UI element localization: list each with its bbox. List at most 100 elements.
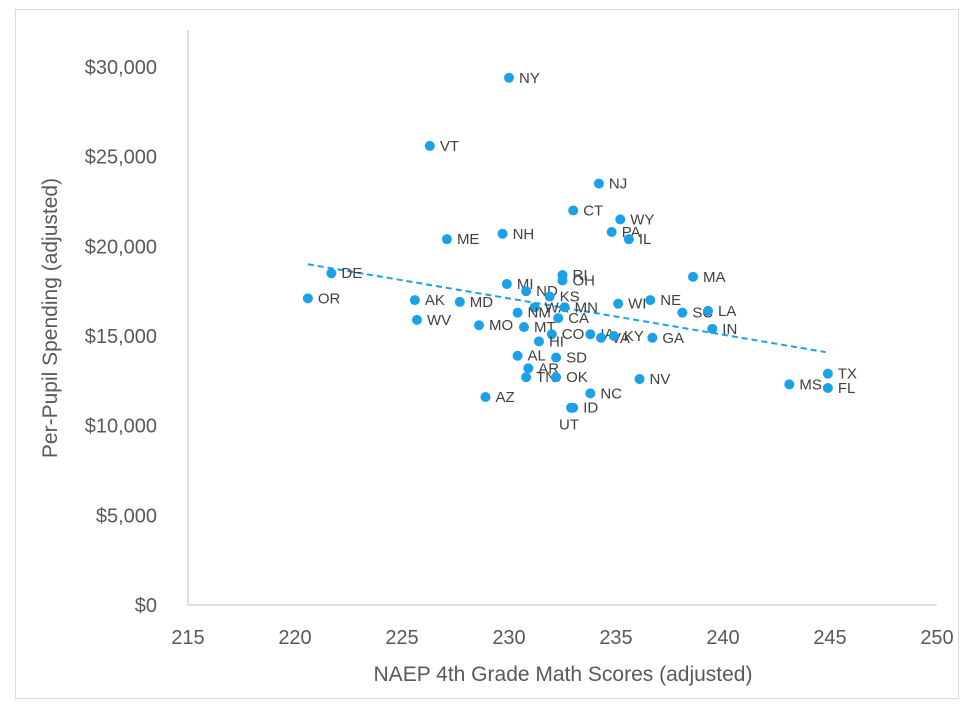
data-point-tn	[521, 372, 532, 383]
x-axis-title: NAEP 4th Grade Math Scores (adjusted)	[374, 663, 753, 686]
data-point-tx	[822, 368, 833, 379]
data-point-nh	[497, 228, 508, 239]
point-label: WY	[630, 211, 654, 228]
data-point-az	[480, 391, 491, 402]
data-point-md	[454, 296, 465, 307]
point-label: WI	[628, 296, 646, 313]
point-label: TN	[536, 369, 556, 386]
point-label: MN	[575, 299, 598, 316]
point-label: RI	[573, 267, 588, 284]
x-tick-label: 250	[920, 627, 953, 649]
y-tick-label: $10,000	[85, 416, 157, 438]
data-point-ut	[566, 402, 577, 413]
data-point-nm	[512, 307, 523, 318]
data-point-sd	[551, 352, 562, 363]
data-point-co	[546, 329, 557, 340]
point-label: IL	[639, 231, 652, 248]
data-point-ny	[504, 72, 514, 83]
data-point-mt	[518, 322, 529, 333]
x-tick-label: 245	[813, 627, 846, 649]
data-point-sc	[677, 307, 688, 318]
data-point-va	[596, 332, 607, 343]
y-tick-label: $0	[135, 595, 157, 617]
point-label: UT	[559, 417, 579, 434]
y-axis-title: Per-Pupil Spending (adjusted)	[39, 178, 62, 458]
point-label: IN	[722, 321, 737, 338]
x-tick-label: 230	[492, 627, 525, 649]
point-label: NM	[528, 305, 551, 322]
data-point-fl	[822, 383, 833, 394]
point-label: CO	[562, 326, 585, 343]
y-tick-label: $15,000	[85, 326, 157, 348]
y-tick-label: $20,000	[85, 236, 157, 258]
axes	[187, 30, 937, 606]
point-label: MO	[489, 317, 513, 334]
data-point-vt	[424, 140, 435, 151]
point-label: ME	[457, 231, 480, 248]
x-tick-label: 215	[171, 627, 204, 649]
point-label: MD	[470, 294, 493, 311]
data-point-ct	[568, 205, 579, 216]
y-tick-labels: $0 $5,000 $10,000 $15,000 $20,000 $25,000 $30,…	[85, 57, 157, 617]
data-point-ma	[688, 271, 699, 282]
data-point-il	[623, 234, 634, 245]
point-label: DE	[341, 265, 362, 282]
x-tick-label: 225	[385, 627, 418, 649]
point-label: TX	[838, 366, 857, 383]
point-label: AZ	[495, 389, 514, 406]
data-point-nv	[634, 374, 645, 385]
data-point-ms	[784, 379, 795, 390]
x-tick-label: 235	[599, 627, 632, 649]
point-label: OR	[318, 290, 341, 307]
y-tick-label: $30,000	[85, 57, 157, 79]
data-point-wy	[615, 214, 626, 225]
data-point-al	[512, 350, 523, 361]
point-label: AL	[528, 348, 546, 365]
point-label: CA	[568, 310, 589, 327]
chart-frame	[15, 9, 959, 699]
point-label: ID	[583, 400, 598, 417]
data-point-ga	[647, 332, 658, 343]
point-label: NJ	[609, 176, 627, 193]
data-point-mi	[501, 278, 512, 289]
point-label: MA	[703, 269, 726, 286]
data-point-pa	[606, 226, 617, 237]
y-tick-label: $25,000	[85, 147, 157, 169]
data-point-ne	[645, 295, 656, 306]
data-point-de	[326, 268, 337, 279]
data-point-wv	[411, 314, 422, 325]
data-point-nj	[593, 178, 604, 189]
point-label: OK	[566, 369, 588, 386]
data-point-in	[707, 323, 718, 334]
point-label: AK	[425, 292, 445, 309]
x-tick-label: 220	[278, 627, 311, 649]
data-point-ks	[544, 291, 555, 302]
data-point-hi	[533, 336, 544, 347]
point-label: HI	[549, 333, 564, 350]
point-label: MS	[799, 376, 822, 393]
point-label: FL	[838, 380, 856, 397]
data-point-ak	[409, 295, 420, 306]
point-label: KS	[560, 289, 580, 306]
point-label: SD	[566, 350, 587, 367]
data-point-wi	[613, 298, 624, 309]
point-label: LA	[718, 303, 736, 320]
data-point-ia	[585, 329, 596, 340]
point-label: NY	[519, 70, 540, 87]
point-label: NC	[600, 385, 622, 402]
point-label: OH	[573, 272, 596, 289]
x-tick-label: 240	[706, 627, 739, 649]
point-label: VT	[440, 138, 459, 155]
point-label: WV	[427, 312, 451, 329]
data-point-ca	[553, 313, 564, 324]
data-point-nc	[585, 388, 596, 399]
data-point-ok	[551, 372, 562, 383]
data-point-ar	[523, 363, 534, 374]
data-point-mn	[559, 302, 570, 313]
y-tick-label: $5,000	[96, 505, 157, 527]
point-label: NV	[650, 371, 671, 388]
data-point-wa	[529, 302, 540, 313]
data-point-ky	[608, 331, 619, 341]
